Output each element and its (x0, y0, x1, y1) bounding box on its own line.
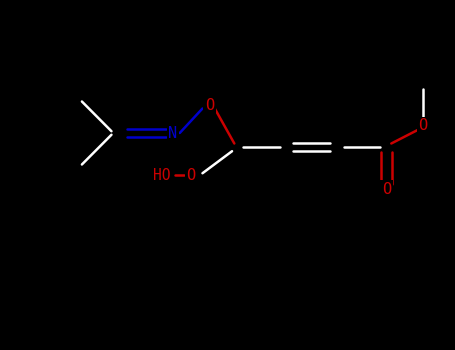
Text: O: O (419, 119, 428, 133)
Text: HO: HO (153, 168, 170, 182)
Text: O: O (205, 98, 214, 112)
Text: O: O (187, 168, 196, 182)
Text: N: N (168, 126, 177, 140)
Text: O: O (382, 182, 391, 196)
